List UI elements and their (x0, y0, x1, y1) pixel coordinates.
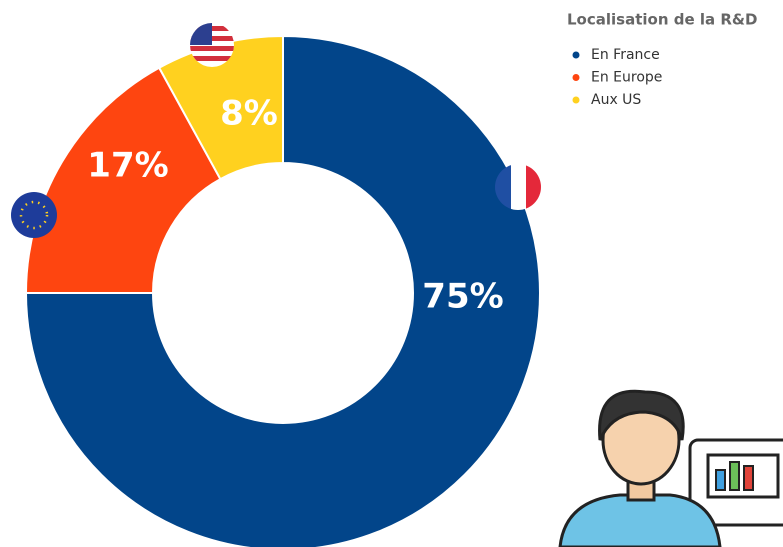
donut (24, 34, 541, 547)
donut-slice (24, 34, 541, 547)
legend-title: Localisation de la R&D (567, 11, 757, 29)
slice-label: 8% (220, 94, 278, 134)
legend-marker (572, 51, 580, 59)
legend-marker (572, 96, 580, 104)
person-illustration (558, 389, 783, 547)
legend-label: En France (591, 47, 660, 63)
france-flag (495, 164, 541, 210)
legend-marker (572, 74, 580, 81)
legend-label: Aux US (591, 92, 641, 108)
eu-flag (11, 192, 57, 238)
us-flag (190, 23, 234, 67)
slice-label: 17% (87, 146, 168, 186)
legend-label: En Europe (591, 70, 662, 86)
slice-label: 75% (422, 277, 503, 317)
